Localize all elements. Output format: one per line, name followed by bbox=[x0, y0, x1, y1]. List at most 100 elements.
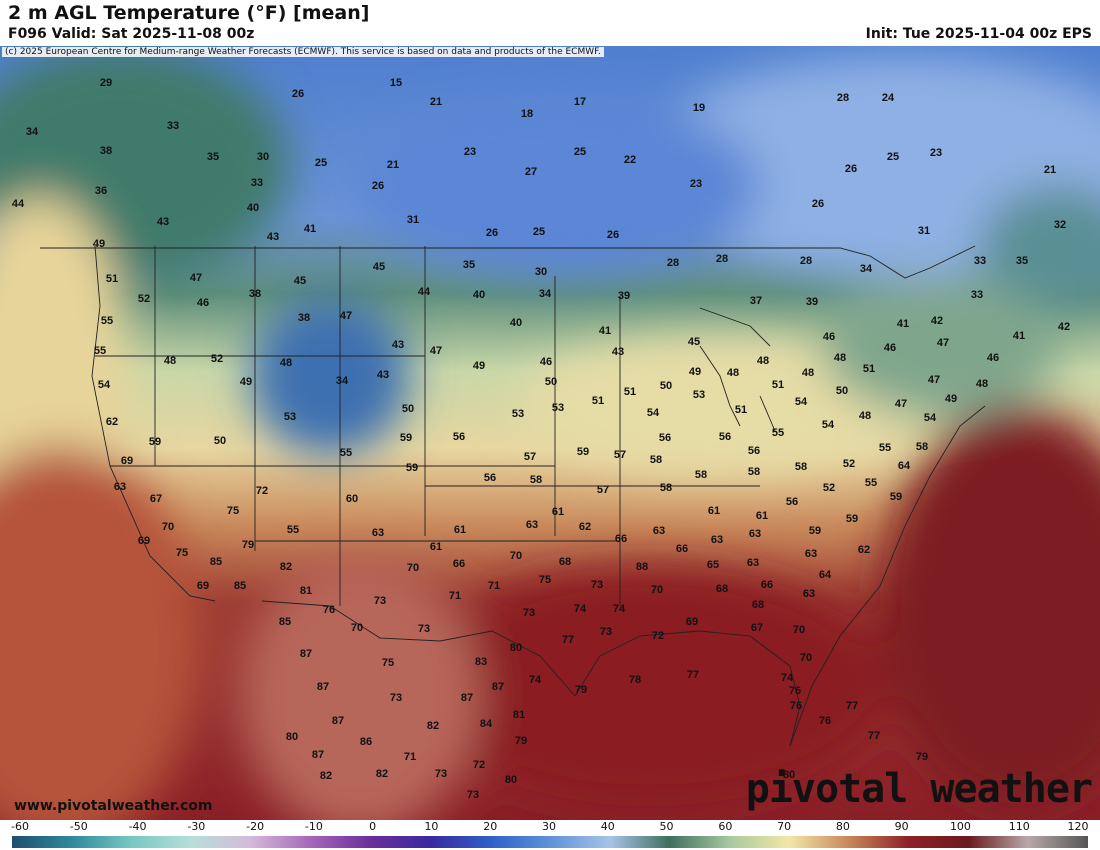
temperature-label: 59 bbox=[406, 462, 418, 474]
temperature-label: 56 bbox=[786, 496, 798, 508]
temperature-label: 55 bbox=[287, 524, 299, 536]
temperature-label: 73 bbox=[390, 692, 402, 704]
temperature-label: 45 bbox=[688, 336, 700, 348]
temperature-label: 25 bbox=[315, 157, 327, 169]
temperature-label: 47 bbox=[928, 374, 940, 386]
temperature-label: 68 bbox=[716, 583, 728, 595]
temperature-label: 25 bbox=[887, 151, 899, 163]
field-atlantic bbox=[880, 406, 1100, 806]
field-northeast bbox=[820, 276, 1060, 416]
temperature-label: 50 bbox=[214, 435, 226, 447]
temperature-label: 34 bbox=[26, 126, 39, 138]
temperature-label: 57 bbox=[614, 449, 626, 461]
temperature-label: 59 bbox=[577, 446, 589, 458]
temperature-label: 34 bbox=[539, 288, 552, 300]
temperature-label: 54 bbox=[924, 412, 937, 424]
colorbar-tick-label: 10 bbox=[424, 820, 439, 833]
field-mexico bbox=[240, 556, 480, 820]
temperature-label: 49 bbox=[93, 238, 105, 250]
temperature-label: 39 bbox=[806, 296, 818, 308]
temperature-label: 48 bbox=[802, 367, 814, 379]
temperature-label: 19 bbox=[693, 102, 705, 114]
temperature-label: 43 bbox=[612, 346, 624, 358]
temperature-label: 58 bbox=[530, 474, 542, 486]
temperature-label: 25 bbox=[533, 226, 545, 238]
temperature-label: 47 bbox=[430, 345, 442, 357]
temperature-label: 58 bbox=[916, 441, 928, 453]
temperature-label: 41 bbox=[304, 223, 316, 235]
temperature-label: 76 bbox=[323, 604, 335, 616]
temperature-label: 80 bbox=[783, 769, 795, 781]
colorbar-tick-label: 30 bbox=[542, 820, 556, 833]
temperature-label: 48 bbox=[727, 367, 739, 379]
temperature-label: 87 bbox=[300, 648, 312, 660]
temperature-label: 18 bbox=[521, 108, 533, 120]
field-gulf bbox=[410, 566, 890, 806]
temperature-map[interactable]: 29 15 26 21 17 19 18 28 24 34 33 38 35 30 25 21 23 25 22 27… bbox=[0, 46, 1100, 820]
temperature-label: 52 bbox=[823, 482, 835, 494]
temperature-label: 82 bbox=[376, 768, 388, 780]
temperature-label: 50 bbox=[836, 385, 848, 397]
temperature-label: 68 bbox=[559, 556, 571, 568]
temperature-label: 54 bbox=[98, 379, 111, 391]
temperature-label: 40 bbox=[473, 289, 485, 301]
temperature-label: 61 bbox=[454, 524, 466, 536]
temperature-label: 47 bbox=[937, 337, 949, 349]
temperature-label: 76 bbox=[819, 715, 831, 727]
temperature-label: 24 bbox=[882, 92, 895, 104]
temperature-label: 73 bbox=[435, 768, 447, 780]
temperature-field bbox=[0, 46, 1100, 820]
temperature-label: 26 bbox=[812, 198, 824, 210]
temperature-label: 75 bbox=[539, 574, 551, 586]
temperature-label: 63 bbox=[372, 527, 384, 539]
colorbar-ticks: -60 -50 -40 -30 -20 -10 0 10 20 30 40 50 60 70 80 90 100… bbox=[0, 820, 1100, 834]
temperature-label: 56 bbox=[453, 431, 465, 443]
field-cold-east bbox=[640, 56, 1100, 276]
temperature-label: 63 bbox=[114, 481, 126, 493]
temperature-label: 80 bbox=[505, 774, 517, 786]
temperature-label: 56 bbox=[659, 432, 671, 444]
temperature-label: 22 bbox=[624, 154, 636, 166]
temperature-label: 65 bbox=[707, 559, 719, 571]
temperature-label: 77 bbox=[868, 730, 880, 742]
colorbar-tick-label: 90 bbox=[894, 820, 909, 833]
temperature-label: 33 bbox=[971, 289, 983, 301]
temperature-label: 82 bbox=[280, 561, 292, 573]
temperature-label: 74 bbox=[529, 674, 542, 686]
colorbar-tick-label: 120 bbox=[1067, 820, 1089, 833]
temperature-label: 87 bbox=[332, 715, 344, 727]
map-title: 2 m AGL Temperature (°F) [mean] bbox=[8, 2, 370, 24]
temperature-label: 43 bbox=[377, 369, 389, 381]
temperature-label: 71 bbox=[404, 751, 416, 763]
temperature-label: 50 bbox=[402, 403, 414, 415]
temperature-label: 51 bbox=[735, 404, 747, 416]
temperature-label: 73 bbox=[591, 579, 603, 591]
temperature-label: 55 bbox=[772, 427, 784, 439]
temperature-label: 61 bbox=[552, 506, 564, 518]
temperature-label: 48 bbox=[757, 355, 769, 367]
temperature-label: 79 bbox=[575, 684, 587, 696]
temperature-label: 26 bbox=[845, 163, 857, 175]
temperature-label: 51 bbox=[592, 395, 604, 407]
colorbar-tick-label: 80 bbox=[835, 820, 850, 833]
temperature-label: 70 bbox=[510, 550, 522, 562]
temperature-label: 59 bbox=[149, 436, 161, 448]
temperature-label: 74 bbox=[781, 672, 794, 684]
temperature-label: 52 bbox=[211, 353, 223, 365]
colorbar-tick-label: 110 bbox=[1008, 820, 1030, 833]
temperature-label: 49 bbox=[689, 366, 701, 378]
temperature-label: 55 bbox=[94, 345, 106, 357]
temperature-label: 30 bbox=[535, 266, 547, 278]
temperature-label: 77 bbox=[846, 700, 858, 712]
temperature-label: 47 bbox=[190, 272, 202, 284]
temperature-label: 62 bbox=[579, 521, 591, 533]
temperature-label: 75 bbox=[227, 505, 239, 517]
temperature-label: 48 bbox=[280, 357, 292, 369]
temperature-label: 78 bbox=[629, 674, 641, 686]
temperature-label: 36 bbox=[95, 185, 107, 197]
temperature-label: 34 bbox=[336, 375, 349, 387]
temperature-label: 43 bbox=[157, 216, 169, 228]
website-link[interactable]: www.pivotalweather.com bbox=[14, 798, 213, 814]
temperature-label: 66 bbox=[676, 543, 688, 555]
